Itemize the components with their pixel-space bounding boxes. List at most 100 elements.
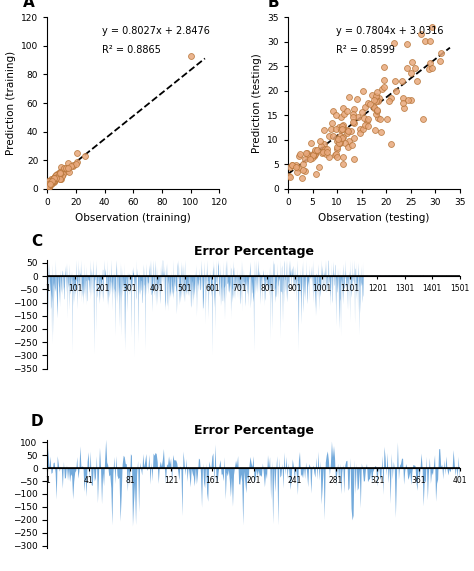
- Point: [52, 175, 59, 184]
- Point: [350, 119, 357, 128]
- Point: [287, 172, 294, 181]
- Point: [340, 103, 347, 112]
- Point: [45, 179, 52, 188]
- Point: [48, 178, 55, 187]
- Point: [372, 96, 380, 105]
- Point: [360, 86, 367, 95]
- Point: [361, 103, 369, 112]
- X-axis label: Observation (testing): Observation (testing): [318, 212, 429, 223]
- Point: [45, 180, 52, 190]
- Point: [405, 95, 412, 104]
- Point: [325, 152, 333, 161]
- Point: [50, 173, 57, 182]
- Point: [363, 116, 370, 126]
- Point: [63, 166, 71, 175]
- Point: [301, 166, 309, 175]
- Point: [332, 110, 339, 119]
- Point: [45, 178, 52, 187]
- Point: [46, 178, 54, 187]
- Point: [350, 133, 357, 142]
- Point: [57, 174, 64, 183]
- Point: [46, 179, 54, 188]
- Point: [47, 176, 55, 186]
- Point: [304, 151, 311, 160]
- Point: [50, 174, 58, 183]
- Point: [52, 172, 59, 181]
- Point: [45, 180, 52, 190]
- Point: [337, 113, 345, 122]
- Point: [388, 139, 395, 148]
- Point: [354, 94, 361, 103]
- Point: [68, 161, 75, 170]
- Point: [319, 149, 326, 158]
- Point: [64, 159, 72, 168]
- Point: [356, 129, 364, 138]
- Point: [54, 171, 61, 180]
- Point: [50, 176, 57, 185]
- Point: [325, 131, 332, 140]
- Point: [59, 164, 66, 174]
- Point: [50, 176, 58, 185]
- Point: [380, 82, 388, 91]
- Point: [65, 167, 73, 176]
- Point: [52, 174, 59, 183]
- Point: [328, 118, 336, 127]
- Point: [378, 85, 386, 94]
- Point: [49, 176, 56, 186]
- Point: [312, 150, 319, 159]
- Point: [46, 179, 53, 188]
- Point: [323, 148, 330, 157]
- Point: [362, 120, 369, 130]
- Point: [333, 152, 341, 162]
- Point: [53, 170, 61, 179]
- Point: [48, 178, 55, 187]
- Point: [404, 39, 411, 49]
- Point: [417, 30, 425, 39]
- Point: [49, 174, 57, 183]
- Point: [61, 166, 68, 175]
- Point: [350, 104, 358, 113]
- Point: [348, 141, 356, 150]
- Point: [45, 179, 52, 188]
- Point: [295, 151, 302, 160]
- Point: [374, 105, 381, 114]
- Point: [364, 98, 371, 107]
- Point: [45, 182, 52, 191]
- Point: [349, 112, 356, 122]
- Point: [50, 175, 57, 184]
- Point: [59, 169, 66, 178]
- Point: [46, 176, 54, 186]
- Point: [372, 91, 380, 100]
- Point: [45, 179, 52, 188]
- Point: [45, 176, 52, 186]
- Point: [322, 144, 329, 154]
- Point: [370, 95, 377, 104]
- Point: [292, 160, 300, 169]
- Point: [373, 95, 380, 104]
- Point: [309, 150, 317, 159]
- Point: [47, 175, 55, 184]
- Point: [47, 179, 55, 188]
- Point: [57, 162, 65, 171]
- Point: [408, 95, 415, 104]
- Point: [347, 127, 355, 136]
- Y-axis label: Prediction (testing): Prediction (testing): [252, 53, 262, 153]
- Point: [328, 124, 335, 133]
- Point: [288, 160, 296, 169]
- Point: [45, 179, 53, 188]
- Point: [50, 174, 57, 183]
- Point: [368, 90, 376, 99]
- Point: [371, 103, 378, 112]
- Point: [294, 163, 301, 172]
- Point: [344, 129, 351, 138]
- Point: [54, 170, 62, 179]
- Point: [339, 124, 346, 133]
- Point: [374, 113, 382, 122]
- Point: [73, 148, 81, 157]
- Text: R² = 0.8599: R² = 0.8599: [336, 45, 395, 55]
- Point: [51, 176, 58, 186]
- Point: [339, 122, 346, 131]
- Text: C: C: [31, 234, 42, 250]
- Point: [400, 93, 407, 102]
- Point: [45, 181, 52, 190]
